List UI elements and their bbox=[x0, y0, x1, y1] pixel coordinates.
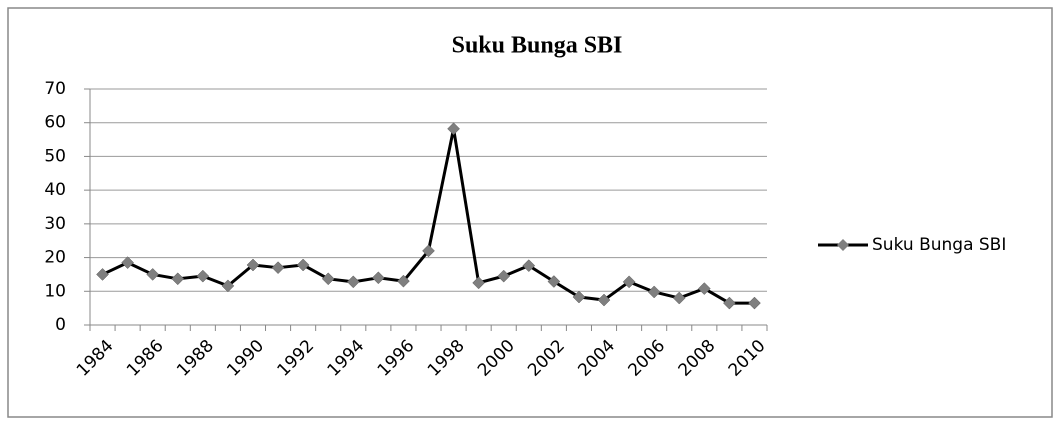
y-tick-label: 40 bbox=[44, 180, 66, 200]
y-tick-label: 0 bbox=[55, 315, 66, 335]
marker bbox=[597, 293, 611, 307]
marker bbox=[321, 272, 335, 286]
chart-border bbox=[7, 7, 1053, 418]
chart-title: Suku Bunga SBI bbox=[452, 33, 623, 59]
marker bbox=[723, 296, 736, 310]
marker bbox=[447, 122, 460, 136]
marker bbox=[171, 272, 185, 286]
marker bbox=[271, 261, 285, 275]
marker bbox=[422, 244, 435, 258]
y-tick-label: 60 bbox=[44, 113, 66, 133]
marker bbox=[121, 256, 134, 269]
legend-label: Suku Bunga SBI bbox=[872, 235, 1006, 255]
y-tick-label: 20 bbox=[44, 248, 66, 268]
marker bbox=[346, 275, 360, 289]
marker bbox=[522, 259, 536, 273]
marker bbox=[472, 276, 486, 290]
marker bbox=[96, 268, 109, 281]
marker bbox=[622, 275, 636, 289]
marker bbox=[146, 268, 160, 281]
marker bbox=[397, 274, 410, 288]
marker bbox=[196, 269, 210, 283]
marker bbox=[697, 282, 711, 295]
marker bbox=[748, 296, 761, 310]
marker bbox=[497, 269, 511, 283]
y-tick-label: 70 bbox=[44, 79, 66, 99]
marker bbox=[221, 279, 235, 293]
marker bbox=[371, 271, 385, 285]
marker bbox=[572, 290, 586, 304]
marker bbox=[647, 285, 661, 299]
marker bbox=[672, 291, 686, 305]
marker bbox=[547, 275, 561, 288]
y-tick-label: 30 bbox=[44, 214, 66, 234]
y-tick-label: 50 bbox=[44, 146, 66, 166]
legend-marker bbox=[837, 239, 849, 251]
marker bbox=[246, 258, 260, 272]
marker bbox=[296, 258, 310, 272]
y-tick-label: 10 bbox=[44, 281, 66, 301]
